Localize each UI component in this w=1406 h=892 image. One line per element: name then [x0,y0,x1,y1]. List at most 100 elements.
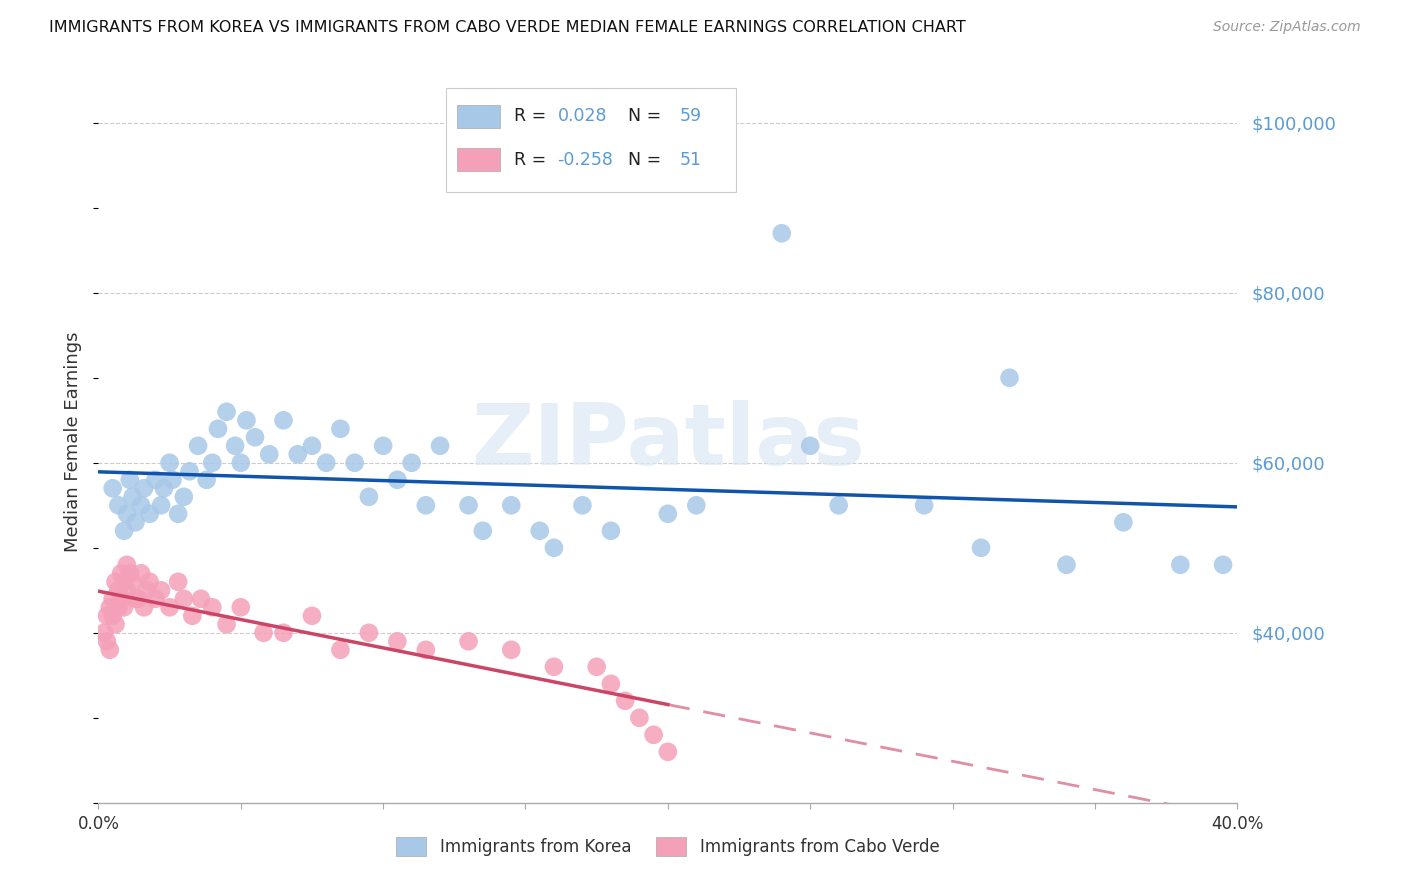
Point [529,524,551,538]
Point [501,498,523,512]
Point [770,227,793,241]
Point [201,600,224,615]
Point [301,608,323,623]
Point [135,583,157,598]
Point [118,473,141,487]
Point [457,498,479,512]
Point [167,507,190,521]
Point [457,634,479,648]
Point [799,439,821,453]
Point [912,498,935,512]
Point [138,507,160,521]
Text: ZIPatlas: ZIPatlas [471,400,865,483]
Point [657,507,679,521]
Point [98,600,121,615]
Point [387,473,409,487]
Text: N =: N = [617,151,666,169]
Point [600,524,623,538]
Point [543,660,565,674]
FancyBboxPatch shape [446,87,737,193]
Point [104,574,127,589]
Text: Source: ZipAtlas.com: Source: ZipAtlas.com [1213,20,1361,34]
Point [628,711,651,725]
Point [107,583,129,598]
Point [429,439,451,453]
Point [471,524,494,538]
Text: 0.028: 0.028 [557,107,607,126]
Point [1212,558,1234,572]
Point [150,583,173,598]
Point [273,625,295,640]
Point [201,456,224,470]
Point [110,591,132,606]
Text: N =: N = [617,107,666,126]
Point [118,566,141,581]
Point [585,660,607,674]
Point [132,481,155,495]
Point [93,625,115,640]
Point [124,516,146,530]
Point [129,566,152,581]
Point [207,422,229,436]
Point [179,464,201,478]
Point [828,498,851,512]
Point [224,439,246,453]
Point [107,600,129,615]
Point [343,456,366,470]
Point [181,608,204,623]
Point [112,600,135,615]
Point [104,617,127,632]
Point [121,490,143,504]
Point [145,591,167,606]
Point [115,558,138,572]
Point [173,591,195,606]
Point [301,439,323,453]
Point [150,498,173,512]
Point [401,456,423,470]
Y-axis label: Median Female Earnings: Median Female Earnings [65,331,83,552]
Point [571,498,593,512]
Point [415,642,437,657]
Legend: Immigrants from Korea, Immigrants from Cabo Verde: Immigrants from Korea, Immigrants from C… [389,830,946,863]
Point [153,481,176,495]
Point [252,625,274,640]
Text: -0.258: -0.258 [557,151,613,169]
Point [998,371,1021,385]
Point [387,634,409,648]
Point [685,498,707,512]
Point [107,498,129,512]
Text: R =: R = [515,151,551,169]
Point [229,456,252,470]
Point [215,617,238,632]
Point [357,490,380,504]
Point [970,541,993,555]
Point [329,422,352,436]
FancyBboxPatch shape [457,148,501,171]
Point [373,439,395,453]
Point [159,456,181,470]
Point [162,473,184,487]
Point [98,642,121,657]
Point [115,583,138,598]
Point [643,728,665,742]
Point [501,642,523,657]
Point [121,574,143,589]
Point [357,625,380,640]
Text: 59: 59 [679,107,702,126]
Point [243,430,266,444]
Text: 51: 51 [679,151,702,169]
Point [1056,558,1078,572]
Point [96,634,118,648]
Point [195,473,218,487]
Point [229,600,252,615]
Point [1112,516,1135,530]
Point [138,574,160,589]
Point [112,574,135,589]
Point [259,447,281,461]
Point [129,498,152,512]
Point [600,677,623,691]
Point [145,473,167,487]
Point [112,524,135,538]
Point [127,591,149,606]
Point [415,498,437,512]
